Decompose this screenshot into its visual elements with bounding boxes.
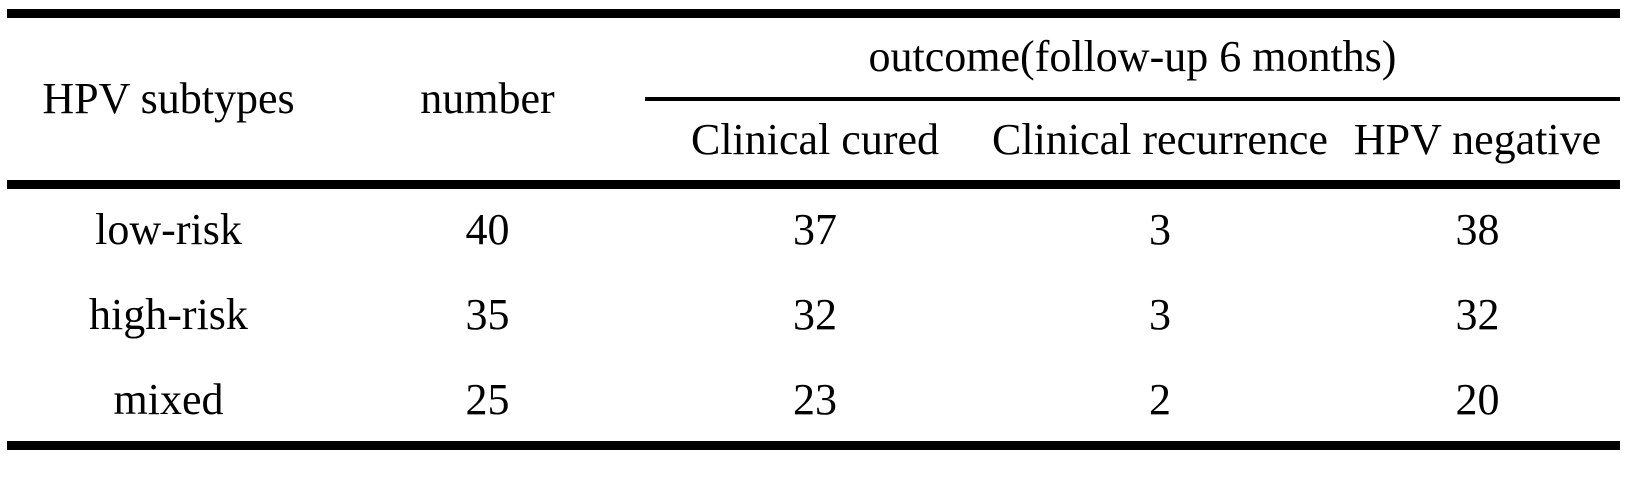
table-row-low-risk: low-risk 40 37 3 38 xyxy=(7,185,1620,272)
col-header-clinical-recurrence: Clinical recurrence xyxy=(985,98,1335,189)
cell-subtype: high-risk xyxy=(89,290,248,339)
table-row-mixed: mixed 25 23 2 20 xyxy=(7,359,1620,446)
col-header-hpv-subtypes: HPV subtypes xyxy=(7,13,330,189)
cell-number: 35 xyxy=(465,290,510,339)
cell-hpv-negative: 32 xyxy=(1455,290,1500,339)
header-row-sub: Clinical cured Clinical recurrence HPV n… xyxy=(7,98,1621,189)
cell-number: 40 xyxy=(465,205,510,255)
col-header-hpv-negative: HPV negative xyxy=(1335,98,1621,189)
cell-subtype: low-risk xyxy=(95,205,242,255)
cell-clinical-recurrence: 2 xyxy=(1149,374,1171,424)
cell-clinical-recurrence: 3 xyxy=(1149,290,1171,339)
col-group-header-outcome: outcome(follow-up 6 months) xyxy=(645,13,1621,101)
hpv-outcomes-table: HPV subtypes number outcome(follow-up 6 … xyxy=(7,9,1621,450)
col-header-clinical-cured: Clinical cured xyxy=(645,98,985,189)
paper-table-container: HPV subtypes number outcome(follow-up 6 … xyxy=(7,9,1621,450)
cell-subtype: mixed xyxy=(113,374,224,424)
cell-hpv-negative: 20 xyxy=(1455,374,1500,424)
table-row-high-risk: high-risk 35 32 3 32 xyxy=(7,272,1620,359)
col-header-number: number xyxy=(330,13,645,189)
cell-clinical-recurrence: 3 xyxy=(1149,205,1171,255)
header-row-top: HPV subtypes number outcome(follow-up 6 … xyxy=(7,13,1621,189)
cell-number: 25 xyxy=(465,374,510,424)
cell-clinical-cured: 23 xyxy=(793,374,837,424)
cell-clinical-cured: 32 xyxy=(793,290,837,339)
cell-hpv-negative: 38 xyxy=(1455,205,1500,255)
cell-clinical-cured: 37 xyxy=(793,205,837,255)
